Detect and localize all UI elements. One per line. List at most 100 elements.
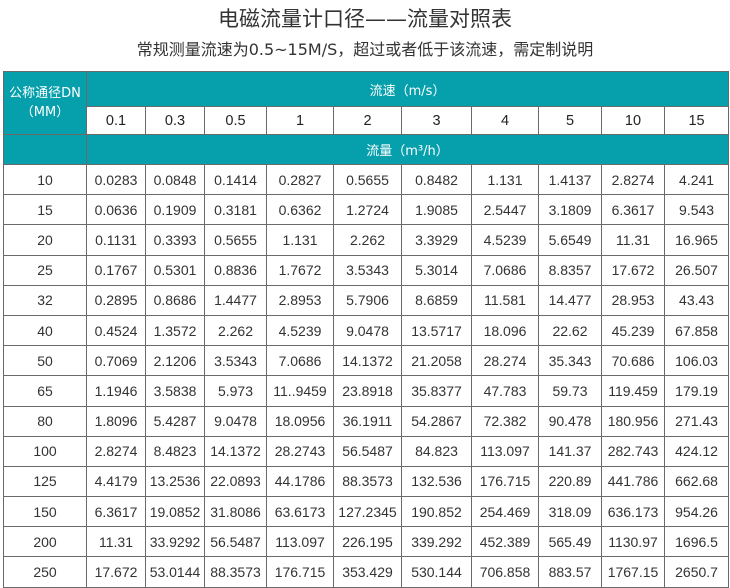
flow-value-cell: 2.8274: [86, 435, 146, 467]
velocity-cell: 1: [266, 106, 334, 135]
flow-value-cell: 1.4477: [204, 284, 267, 316]
table-row: 200 11.31 33.9292 56.5487 113.097 226.195 339.…: [3, 526, 730, 558]
flow-value-cell: 0.8686: [145, 284, 205, 316]
flow-value-cell: 0.4524: [86, 314, 146, 347]
flow-value-cell: 17.672: [86, 556, 146, 588]
flow-value-cell: 2.5447: [471, 194, 539, 226]
flow-value-cell: 0.2895: [86, 284, 146, 316]
flow-value-cell: 1.2724: [333, 194, 402, 226]
dn-cell: 10: [3, 163, 87, 196]
flow-value-cell: 1.3572: [145, 314, 205, 347]
flow-value-cell: 271.43: [663, 405, 730, 437]
flow-value-cell: 23.8918: [333, 375, 402, 407]
flow-value-cell: 441.786: [601, 465, 665, 498]
table-row: 32 0.2895 0.8686 1.4477 2.8953 5.7906 8.6859 11…: [3, 284, 730, 316]
flow-value-cell: 5.6549: [538, 224, 602, 256]
flow-value-cell: 0.1767: [86, 254, 146, 286]
flow-value-cell: 22.0893: [204, 465, 267, 498]
flow-value-cell: 954.26: [663, 496, 730, 528]
flow-value-cell: 28.274: [471, 345, 539, 377]
flow-value-cell: 1.7672: [266, 254, 334, 286]
flow-value-cell: 9.543: [663, 194, 730, 226]
table-row: 10 0.0283 0.0848 0.1414 0.2827 0.5655 0.8482 1.…: [3, 163, 730, 196]
dn-cell: 25: [3, 254, 87, 286]
flow-value-cell: 113.097: [471, 435, 539, 467]
table-row: 40 0.4524 1.3572 2.262 4.5239 9.0478 13.5717 18…: [3, 314, 730, 347]
flow-value-cell: 1.9085: [401, 194, 472, 226]
flow-value-cell: 0.0283: [86, 163, 146, 196]
flow-value-cell: 28.2743: [266, 435, 334, 467]
flow-value-cell: 6.3617: [601, 194, 665, 226]
flow-value-cell: 90.478: [538, 405, 602, 437]
flow-value-cell: 4.4179: [86, 465, 146, 498]
dn-header-cell: 公称通径DN （MM）: [3, 71, 87, 135]
flow-value-cell: 0.0848: [145, 163, 205, 196]
flow-header-blank: [3, 134, 87, 165]
velocity-row: 0.1 0.3 0.5 1 2 3 4 5 10 15: [4, 106, 730, 135]
flow-value-cell: 22.62: [538, 314, 602, 347]
velocity-cell: 0.1: [86, 106, 146, 135]
table-row: 125 4.4179 13.2536 22.0893 44.1786 88.3573 132…: [3, 465, 730, 498]
flow-value-cell: 7.0686: [266, 345, 334, 377]
page-title: 电磁流量计口径——流量对照表: [218, 7, 512, 31]
flow-value-cell: 0.5301: [145, 254, 205, 286]
flow-value-cell: 26.507: [663, 254, 730, 286]
flow-value-cell: 13.2536: [145, 465, 205, 498]
flow-value-cell: 11..9459: [266, 375, 334, 407]
flow-value-cell: 0.6362: [266, 194, 334, 226]
flow-value-cell: 0.7069: [86, 345, 146, 377]
flow-value-cell: 3.3929: [401, 224, 472, 256]
table-row: 25 0.1767 0.5301 0.8836 1.7672 3.5343 5.3014 7.…: [3, 254, 730, 286]
flow-value-cell: 14.477: [538, 284, 602, 316]
flow-value-cell: 11.581: [471, 284, 539, 316]
flow-value-cell: 8.6859: [401, 284, 472, 316]
dn-cell: 80: [3, 405, 87, 437]
flow-value-cell: 88.3573: [333, 465, 402, 498]
flow-value-cell: 318.09: [538, 496, 602, 528]
flow-value-cell: 21.2058: [401, 345, 472, 377]
flow-value-cell: 63.6173: [266, 496, 334, 528]
flow-value-cell: 5.3014: [401, 254, 472, 286]
flow-value-cell: 1.1946: [86, 375, 146, 407]
flow-value-cell: 127.2345: [333, 496, 402, 528]
flow-value-cell: 8.8357: [538, 254, 602, 286]
flow-value-cell: 18.096: [471, 314, 539, 347]
flow-value-cell: 2.1206: [145, 345, 205, 377]
flow-value-cell: 3.5838: [145, 375, 205, 407]
flow-value-cell: 132.536: [401, 465, 472, 498]
flow-value-cell: 0.8836: [204, 254, 267, 286]
flow-value-cell: 14.1372: [204, 435, 267, 467]
flow-value-cell: 0.5655: [333, 163, 402, 196]
flow-value-cell: 226.195: [333, 526, 402, 558]
flow-value-cell: 1.131: [471, 163, 539, 196]
flow-value-cell: 35.343: [538, 345, 602, 377]
flow-value-cell: 113.097: [266, 526, 334, 558]
table-row: 20 0.1131 0.3393 0.5655 1.131 2.262 3.3929 4.52…: [3, 224, 730, 256]
flow-value-cell: 84.823: [401, 435, 472, 467]
flow-value-cell: 106.03: [663, 345, 730, 377]
dn-cell: 40: [3, 314, 87, 347]
flow-value-cell: 119.459: [601, 375, 665, 407]
flow-value-cell: 190.852: [401, 496, 472, 528]
flow-value-cell: 14.1372: [333, 345, 402, 377]
table-row: 65 1.1946 3.5838 5.973 11..9459 23.8918 35.837…: [3, 375, 730, 407]
flow-value-cell: 0.3393: [145, 224, 205, 256]
flow-value-cell: 16.965: [663, 224, 730, 256]
table-row: 100 2.8274 8.4823 14.1372 28.2743 56.5487 84.8…: [3, 435, 730, 467]
velocity-cell: 10: [601, 106, 665, 135]
dn-cell: 65: [3, 375, 87, 407]
flow-value-cell: 5.973: [204, 375, 267, 407]
flow-value-cell: 6.3617: [86, 496, 146, 528]
velocity-cell: 0.3: [145, 106, 205, 135]
flow-value-cell: 220.89: [538, 465, 602, 498]
flow-value-cell: 565.49: [538, 526, 602, 558]
dn-cell: 125: [3, 465, 87, 498]
flow-value-cell: 180.956: [601, 405, 665, 437]
flow-value-cell: 5.4287: [145, 405, 205, 437]
flow-value-cell: 883.57: [538, 556, 602, 588]
flow-value-cell: 4.5239: [266, 314, 334, 347]
flow-value-cell: 3.5343: [333, 254, 402, 286]
flow-value-cell: 1767.15: [601, 556, 665, 588]
flow-value-cell: 2.8953: [266, 284, 334, 316]
dn-cell: 15: [3, 194, 87, 226]
